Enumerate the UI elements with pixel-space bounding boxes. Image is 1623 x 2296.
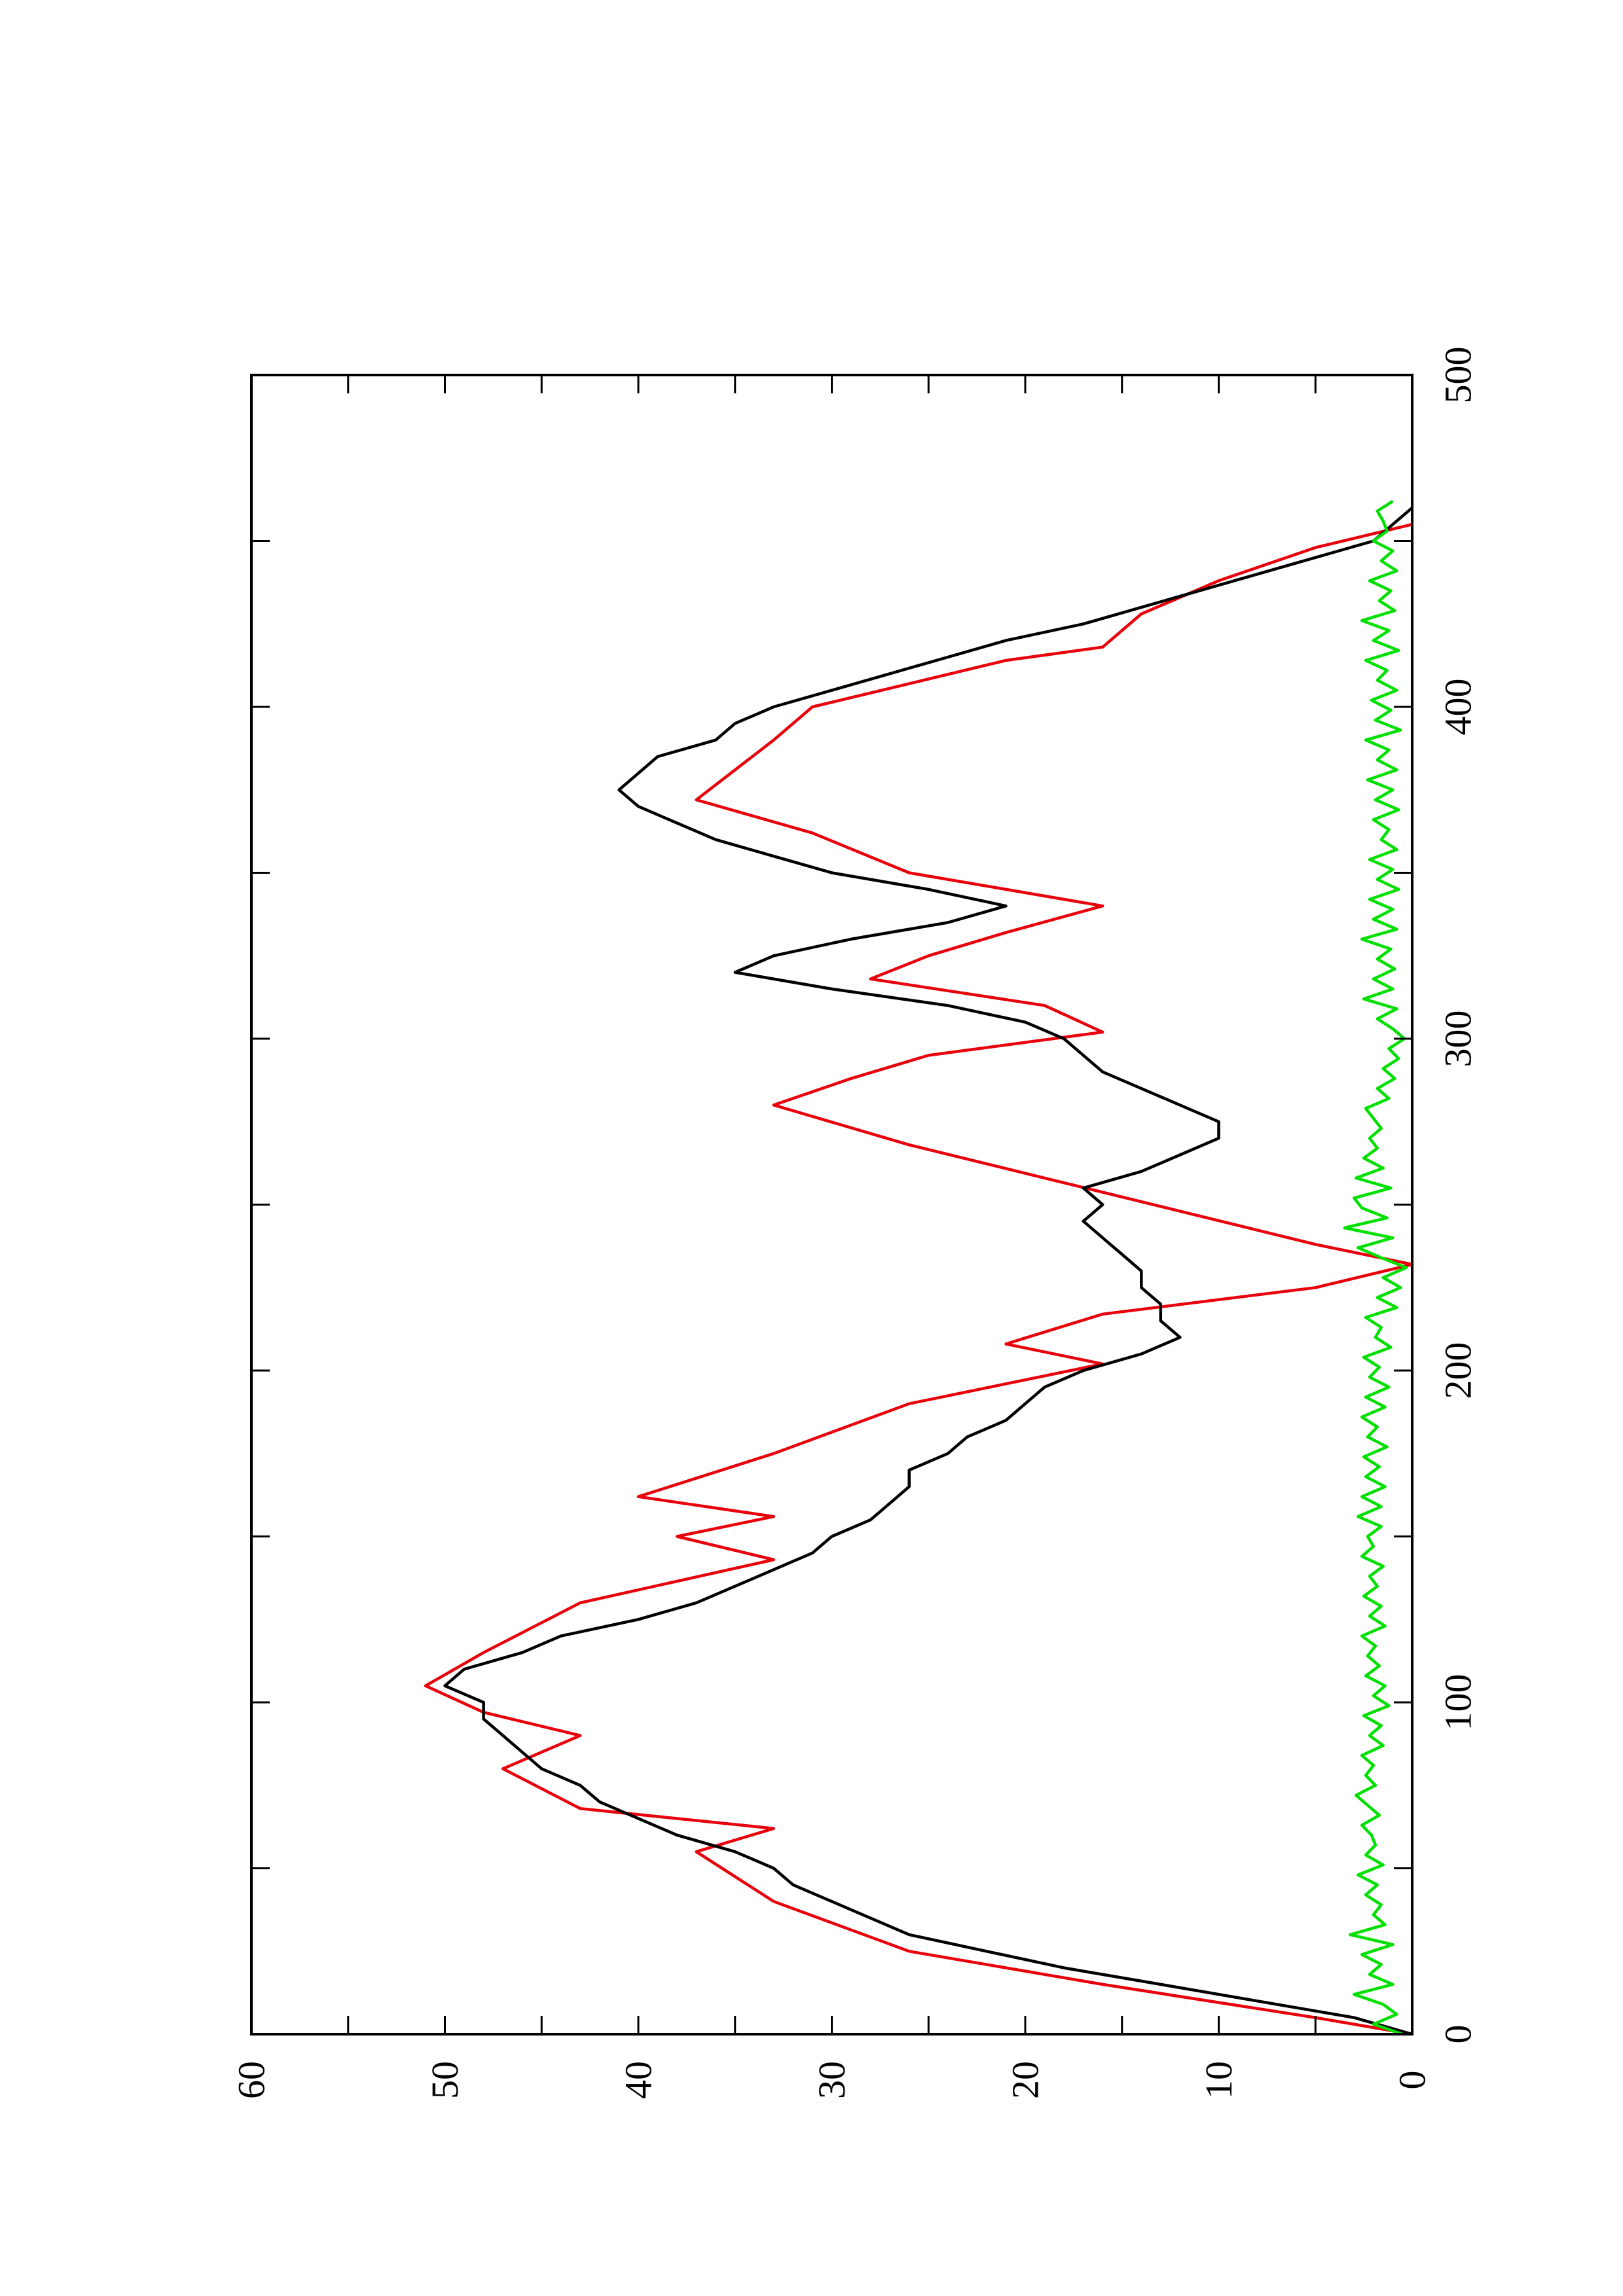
tick-layer xyxy=(250,374,1413,2036)
x-tick-label: 300 xyxy=(1437,1011,1480,1067)
series-line-2 xyxy=(443,507,1413,2036)
y-tick-label: 40 xyxy=(617,2061,660,2099)
x-tick-label: 400 xyxy=(1437,679,1480,736)
series-layer xyxy=(424,499,1414,2036)
y-tick-label: 20 xyxy=(1004,2061,1047,2099)
x-tick-label: 0 xyxy=(1437,2025,1480,2044)
x-tick-label: 200 xyxy=(1437,1342,1480,1399)
y-tick-label: 50 xyxy=(424,2061,466,2099)
y-tick-label: 60 xyxy=(230,2061,273,2099)
series-line-1 xyxy=(424,523,1414,2036)
x-tick-label: 500 xyxy=(1437,347,1480,404)
x-tick-label: 100 xyxy=(1437,1674,1480,1731)
tick-label-layer: 0 100 200 300 400 500 0 10 20 30 40 50 60 xyxy=(230,347,1480,2100)
plot-frame xyxy=(250,374,1413,2036)
y-tick-label: 30 xyxy=(811,2061,853,2099)
y-tick-label: 0 xyxy=(1391,2071,1434,2090)
y-tick-label: 10 xyxy=(1197,2061,1240,2099)
